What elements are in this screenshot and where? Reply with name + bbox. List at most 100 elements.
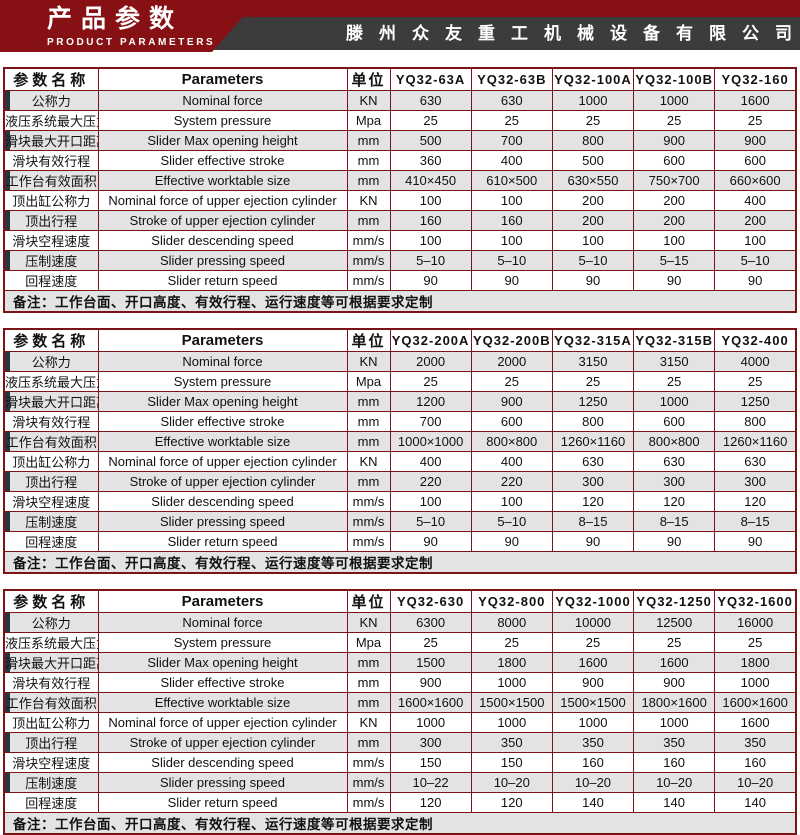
param-unit: mm (346, 692, 391, 713)
param-value: 2000 (389, 351, 472, 372)
param-value: 25 (470, 110, 553, 131)
param-value: 5–10 (389, 250, 472, 271)
param-name-cn: 滑块有效行程 (3, 150, 99, 171)
param-name-cn: 顶出行程 (3, 210, 99, 231)
param-name-cn: 公称力 (3, 351, 99, 372)
param-value: 400 (470, 150, 553, 171)
param-name-en: System pressure (97, 371, 348, 392)
param-name-en: Slider descending speed (97, 752, 348, 773)
param-unit: mm (346, 732, 391, 753)
param-value: 1000 (470, 672, 553, 693)
param-unit: mm/s (346, 752, 391, 773)
param-value: 100 (633, 230, 716, 251)
param-name-en: Nominal force of upper ejection cylinder (97, 451, 348, 472)
param-row: 顶出缸公称力 Nominal force of upper ejection cy… (3, 190, 797, 211)
param-value: 900 (714, 130, 797, 151)
param-value: 900 (633, 130, 716, 151)
parameters-header: Parameters (97, 589, 348, 613)
param-name-cn: 滑块最大开口距离 (3, 391, 99, 412)
param-value: 150 (389, 752, 472, 773)
param-value: 1600 (714, 712, 797, 733)
param-row: 回程速度 Slider return speed mm/s 120 120 140 140 1… (3, 792, 797, 813)
param-name-en: Slider Max opening height (97, 130, 348, 151)
param-row: 压制速度 Slider pressing speed mm/s 5–10 5–10 8–1… (3, 511, 797, 532)
param-name-cn: 滑块最大开口距离 (3, 130, 99, 151)
param-value: 200 (714, 210, 797, 231)
param-value: 900 (551, 672, 635, 693)
param-value: 300 (633, 471, 716, 492)
param-row: 工作台有效面积 Effective worktable size mm 410×450… (3, 170, 797, 191)
param-name-cn: 滑块有效行程 (3, 411, 99, 432)
param-value: 1500×1500 (470, 692, 553, 713)
param-value: 90 (551, 531, 635, 552)
param-unit: mm (346, 130, 391, 151)
param-value: 6300 (389, 612, 472, 633)
param-name-cn: 回程速度 (3, 270, 99, 291)
param-name-en: Slider return speed (97, 792, 348, 813)
param-value: 1600×1600 (714, 692, 797, 713)
param-row: 顶出行程 Stroke of upper ejection cylinder mm 2… (3, 471, 797, 492)
param-value: 100 (389, 190, 472, 211)
param-value: 1000 (714, 672, 797, 693)
param-name-en: Slider effective stroke (97, 672, 348, 693)
param-value: 120 (714, 491, 797, 512)
param-value: 2000 (470, 351, 553, 372)
param-row: 公称力 Nominal force KN 630 630 1000 1000 1600 (3, 90, 797, 111)
page-title: 产品参数 (47, 5, 184, 33)
param-value: 350 (470, 732, 553, 753)
param-name-en: Slider descending speed (97, 230, 348, 251)
param-row: 滑块空程速度 Slider descending speed mm/s 100 100 1… (3, 230, 797, 251)
param-value: 800 (551, 411, 635, 432)
param-row: 顶出行程 Stroke of upper ejection cylinder mm 1… (3, 210, 797, 231)
model-header: YQ32-400 (714, 328, 797, 352)
param-value: 350 (633, 732, 716, 753)
param-value: 120 (551, 491, 635, 512)
param-value: 3150 (633, 351, 716, 372)
param-value: 5–10 (714, 250, 797, 271)
param-value: 100 (714, 230, 797, 251)
param-value: 90 (551, 270, 635, 291)
model-header: YQ32-1000 (551, 589, 635, 613)
param-unit: mm (346, 391, 391, 412)
param-name-en: Slider pressing speed (97, 250, 348, 271)
param-name-cn: 顶出行程 (3, 471, 99, 492)
param-value: 140 (633, 792, 716, 813)
param-value: 160 (714, 752, 797, 773)
param-unit: mm/s (346, 792, 391, 813)
param-unit: mm/s (346, 531, 391, 552)
param-value: 630 (551, 451, 635, 472)
param-value: 1000 (633, 712, 716, 733)
note-row: 备注：工作台面、开口高度、有效行程、运行速度等可根据要求定制 (3, 290, 797, 313)
param-value: 90 (714, 531, 797, 552)
param-value: 90 (470, 531, 553, 552)
param-value: 160 (551, 752, 635, 773)
param-value: 200 (551, 210, 635, 231)
param-value: 660×600 (714, 170, 797, 191)
param-value: 16000 (714, 612, 797, 633)
param-value: 1500 (389, 652, 472, 673)
param-value: 1600×1600 (389, 692, 472, 713)
param-value: 5–10 (551, 250, 635, 271)
param-unit: mm/s (346, 772, 391, 793)
param-unit: KN (346, 712, 391, 733)
param-value: 1200 (389, 391, 472, 412)
param-value: 1000 (389, 712, 472, 733)
param-name-cn: 压制速度 (3, 772, 99, 793)
param-value: 610×500 (470, 170, 553, 191)
param-value: 1800×1600 (633, 692, 716, 713)
table-header-row: 参数名称 Parameters 单位 YQ32-200A YQ32-200B YQ32-3… (3, 328, 797, 352)
unit-header: 单位 (346, 589, 391, 613)
param-unit: mm (346, 411, 391, 432)
param-name-en: Stroke of upper ejection cylinder (97, 471, 348, 492)
param-value: 25 (551, 371, 635, 392)
table-header-row: 参数名称 Parameters 单位 YQ32-63A YQ32-63B YQ32-100… (3, 67, 797, 91)
company-name: 滕州众友重工机械设备有限公司 (346, 24, 800, 43)
model-header: YQ32-160 (714, 67, 797, 91)
param-value: 1500×1500 (551, 692, 635, 713)
model-header: YQ32-630 (389, 589, 472, 613)
param-value: 1260×1160 (714, 431, 797, 452)
param-value: 100 (551, 230, 635, 251)
model-header: YQ32-100B (633, 67, 716, 91)
